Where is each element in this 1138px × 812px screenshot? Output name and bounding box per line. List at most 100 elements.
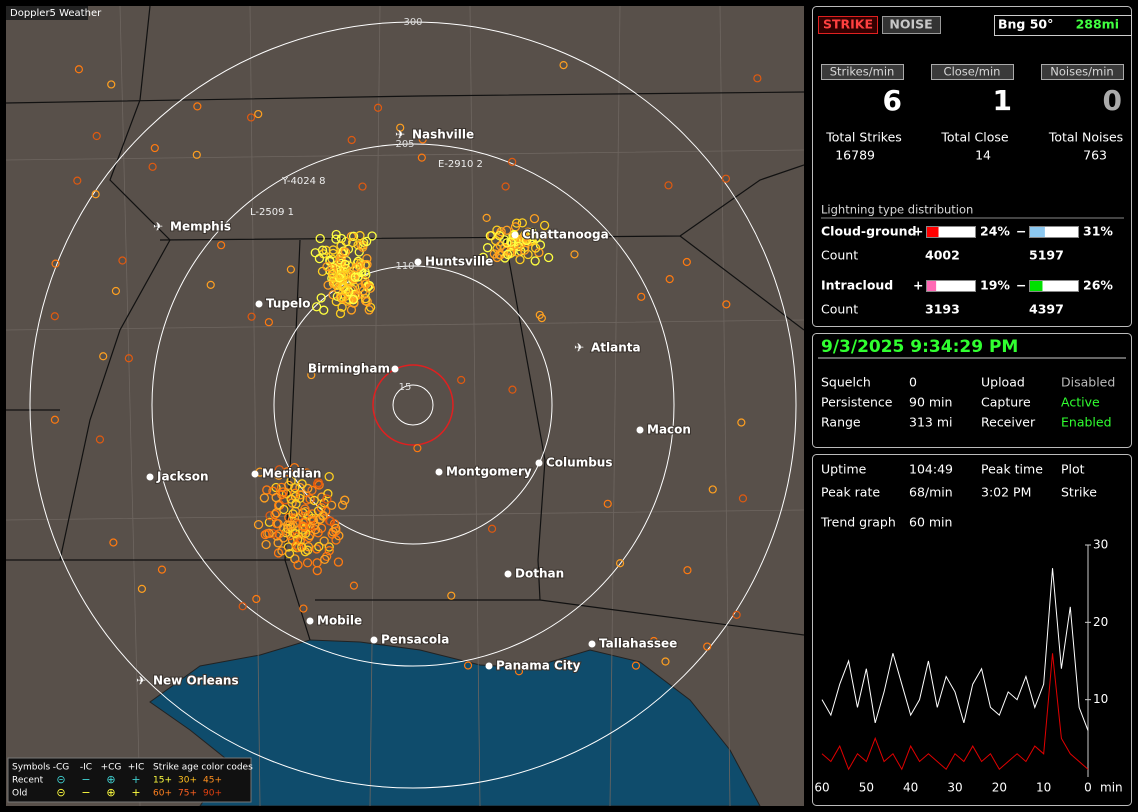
ring-label: 300 (403, 17, 422, 28)
city-label: Jackson (156, 470, 209, 484)
strike (309, 495, 319, 506)
strike (482, 243, 493, 253)
strike (331, 523, 341, 533)
bearing: Bng 50° (998, 17, 1053, 32)
strike (482, 213, 491, 222)
strike (137, 584, 147, 593)
strike (413, 444, 422, 453)
strike (539, 230, 549, 240)
strike (286, 494, 296, 504)
rate-label: Strikes/min (830, 65, 895, 79)
count: 4002 (925, 248, 960, 263)
strike (502, 238, 512, 248)
strike (289, 462, 300, 473)
strike (259, 493, 270, 503)
strike (109, 538, 118, 547)
legend-symbol: ⊕ (106, 786, 115, 799)
city-dot (306, 617, 314, 625)
strike (247, 312, 256, 321)
trend-panel (812, 454, 1132, 806)
strike (297, 542, 307, 552)
ring-label: 205 (395, 139, 414, 150)
city-label: Tupelo (266, 297, 311, 311)
strike (318, 510, 328, 521)
strike (529, 213, 540, 224)
strike (73, 176, 82, 185)
strike (521, 235, 532, 246)
strike (349, 581, 359, 590)
x-tick-label: 40 (903, 781, 918, 795)
setting: Squelch (821, 375, 871, 390)
trend-line (821, 653, 1089, 771)
rate-value: 0 (1103, 84, 1122, 117)
strike (539, 220, 550, 231)
strike (238, 602, 247, 611)
legend-symbol: ⊕ (106, 773, 115, 786)
strike (478, 252, 488, 262)
strike (367, 231, 377, 241)
rate-header (1041, 64, 1124, 80)
rate-label: Noises/min (1050, 65, 1113, 79)
strike (297, 521, 308, 531)
total-value: 763 (1083, 148, 1107, 163)
strike (271, 508, 282, 518)
strike (351, 263, 362, 273)
strike (732, 610, 741, 619)
strike (274, 529, 284, 539)
stat: 60 min (909, 515, 952, 530)
strike (661, 657, 670, 666)
strike (358, 182, 367, 191)
setting: Capture (981, 395, 1031, 410)
strike (343, 244, 354, 254)
noise-button-label[interactable]: NOISE (889, 17, 932, 32)
strike (271, 492, 281, 503)
noise-button[interactable] (882, 16, 941, 34)
stat: Plot (1061, 462, 1085, 477)
city-dot (485, 662, 493, 670)
title-tag (6, 6, 88, 20)
strike (615, 559, 625, 568)
strike (338, 293, 348, 303)
strike (328, 245, 338, 255)
strike (206, 280, 215, 289)
strike (753, 74, 762, 83)
strike-button-label[interactable]: STRIKE (823, 17, 873, 32)
strike-button[interactable] (818, 16, 878, 34)
strike (327, 263, 337, 274)
sign: + (913, 224, 923, 239)
city-label: Dothan (515, 567, 564, 581)
strike (278, 487, 288, 497)
strike (517, 218, 527, 228)
legend-symbol: + (131, 786, 140, 799)
strike (246, 113, 256, 122)
strike (530, 243, 541, 253)
strike (290, 528, 300, 539)
stat: Peak time (981, 462, 1043, 477)
percent: 24% (980, 224, 1010, 239)
setting: Disabled (1061, 375, 1115, 390)
total-label: Total Strikes (825, 130, 902, 145)
strike (300, 504, 310, 514)
strike (603, 499, 612, 508)
rate-value: 1 (993, 84, 1012, 117)
strike (312, 565, 322, 576)
strike (217, 241, 226, 250)
strike (314, 253, 325, 264)
bar-track (926, 280, 976, 292)
ring-label: 15 (399, 382, 412, 393)
strike (738, 494, 748, 503)
station-label: L-2509 1 (250, 207, 294, 218)
strike (274, 465, 285, 475)
x-tick-label: 10 (1036, 781, 1051, 795)
legend-text: Recent (12, 776, 44, 786)
strike (299, 522, 309, 532)
city-label: Meridian (262, 467, 321, 481)
strike (340, 247, 351, 257)
strike (305, 494, 315, 504)
strike (277, 546, 287, 556)
strike (302, 468, 312, 478)
strike (457, 375, 466, 385)
state-borders (6, 6, 804, 641)
strike (511, 218, 522, 228)
airport-icon: ✈ (153, 220, 163, 234)
